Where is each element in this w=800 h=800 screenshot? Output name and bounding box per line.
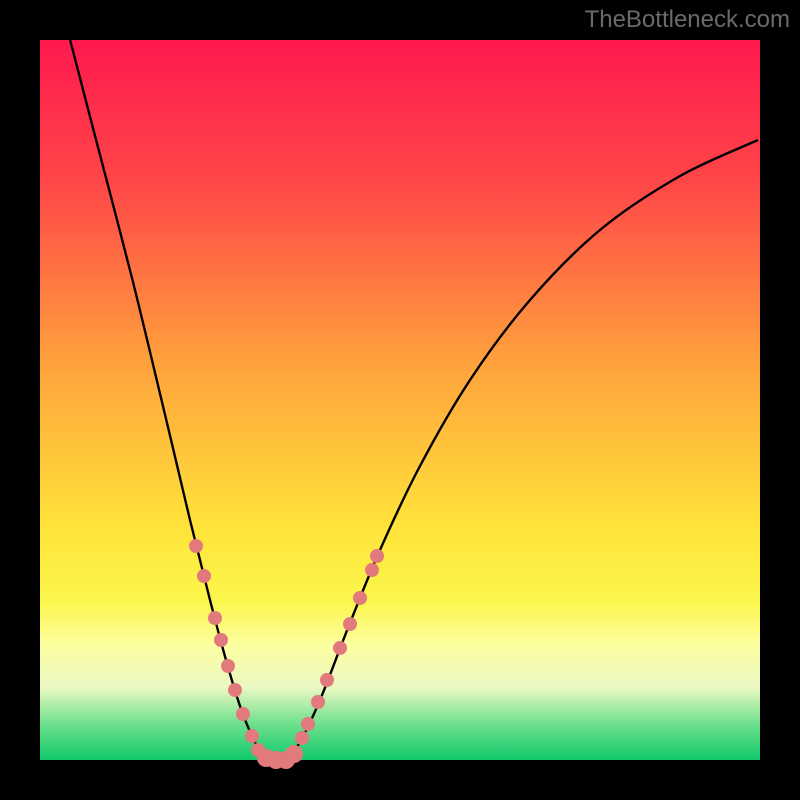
data-point: [365, 563, 379, 577]
data-point: [189, 539, 203, 553]
watermark-text: TheBottleneck.com: [585, 6, 790, 34]
gradient-plot-area: [40, 40, 760, 760]
data-point: [221, 659, 235, 673]
data-point: [208, 611, 222, 625]
data-point: [370, 549, 384, 563]
chart-canvas: TheBottleneck.com: [0, 0, 800, 800]
data-point: [320, 673, 334, 687]
data-point: [333, 641, 347, 655]
data-point: [301, 717, 315, 731]
data-point: [228, 683, 242, 697]
data-point: [295, 731, 309, 745]
bottleneck-curve-chart: [0, 0, 800, 800]
data-point: [214, 633, 228, 647]
data-point: [311, 695, 325, 709]
data-point: [343, 617, 357, 631]
data-point: [285, 745, 303, 763]
data-point: [197, 569, 211, 583]
data-point: [353, 591, 367, 605]
data-point: [245, 729, 259, 743]
data-point: [236, 707, 250, 721]
